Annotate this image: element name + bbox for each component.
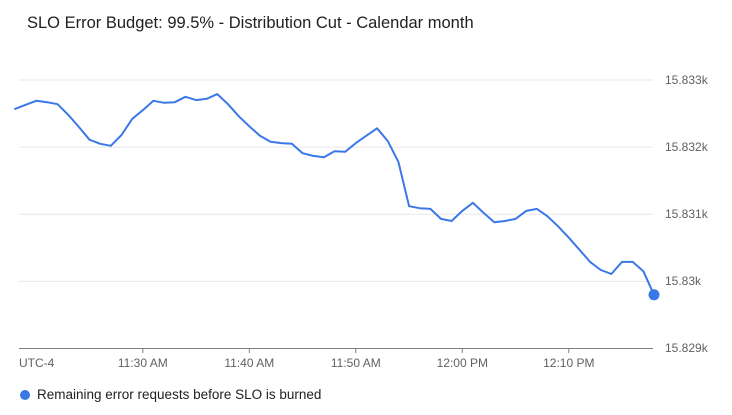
y-tick-label: 15.829k (665, 341, 708, 355)
y-tick-label: 15.833k (665, 72, 708, 87)
x-axis-timezone-label: UTC-4 (19, 356, 55, 370)
x-tick-label: 11:40 AM (224, 356, 275, 370)
legend-series-dot-icon (20, 390, 30, 400)
chart-plot-area[interactable] (15, 66, 660, 352)
series-line (14, 93, 655, 296)
series-endpoint-dot (648, 289, 660, 301)
x-tick-label: 12:10 PM (543, 356, 595, 370)
y-tick-label: 15.832k (665, 139, 708, 154)
legend-series-label: Remaining error requests before SLO is b… (37, 387, 322, 402)
chart-title: SLO Error Budget: 99.5% - Distribution C… (27, 14, 474, 32)
x-tick-label: 11:50 AM (330, 356, 381, 370)
y-tick-label: 15.831k (665, 206, 708, 221)
y-tick-label: 15.83k (665, 273, 702, 288)
x-tick-label: 11:30 AM (117, 356, 168, 370)
x-tick-label: 12:00 PM (436, 356, 488, 370)
legend-item[interactable]: Remaining error requests before SLO is b… (20, 386, 321, 404)
